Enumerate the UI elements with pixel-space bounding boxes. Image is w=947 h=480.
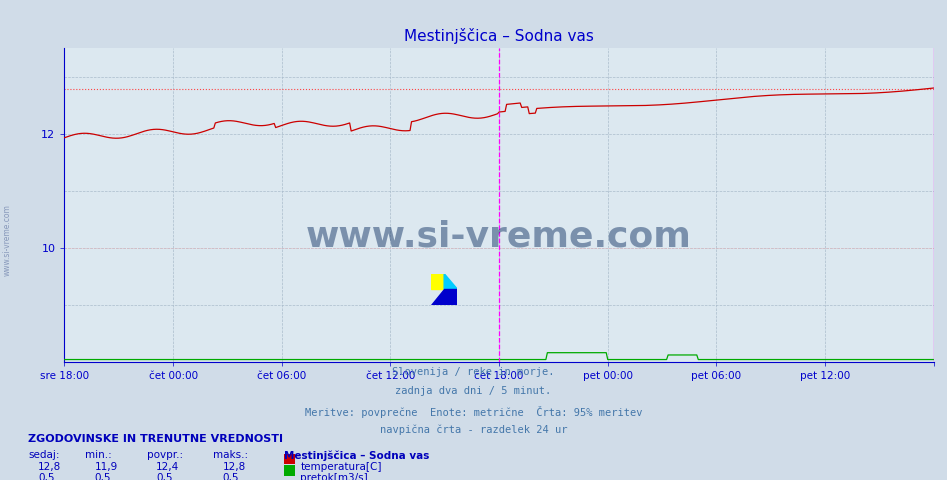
Polygon shape	[444, 274, 457, 289]
Text: pretok[m3/s]: pretok[m3/s]	[300, 473, 368, 480]
Text: Slovenija / reke in morje.: Slovenija / reke in morje.	[392, 367, 555, 377]
Text: www.si-vreme.com: www.si-vreme.com	[306, 220, 692, 253]
Text: zadnja dva dni / 5 minut.: zadnja dva dni / 5 minut.	[396, 386, 551, 396]
Text: 12,8: 12,8	[38, 462, 62, 472]
Bar	[431, 274, 444, 289]
Text: 0,5: 0,5	[38, 473, 54, 480]
Text: sedaj:: sedaj:	[28, 450, 60, 460]
Text: Meritve: povprečne  Enote: metrične  Črta: 95% meritev: Meritve: povprečne Enote: metrične Črta:…	[305, 406, 642, 418]
Title: Mestinjščica – Sodna vas: Mestinjščica – Sodna vas	[404, 28, 594, 44]
Text: 12,8: 12,8	[223, 462, 246, 472]
Text: 11,9: 11,9	[95, 462, 118, 472]
Text: min.:: min.:	[85, 450, 112, 460]
Text: ZGODOVINSKE IN TRENUTNE VREDNOSTI: ZGODOVINSKE IN TRENUTNE VREDNOSTI	[28, 434, 283, 444]
Text: 0,5: 0,5	[223, 473, 239, 480]
Text: www.si-vreme.com: www.si-vreme.com	[3, 204, 12, 276]
Text: temperatura[C]: temperatura[C]	[300, 462, 382, 472]
Text: Mestinjščica – Sodna vas: Mestinjščica – Sodna vas	[284, 450, 430, 461]
Text: povpr.:: povpr.:	[147, 450, 183, 460]
Polygon shape	[431, 289, 457, 305]
Text: maks.:: maks.:	[213, 450, 248, 460]
Text: 12,4: 12,4	[156, 462, 180, 472]
Text: 0,5: 0,5	[156, 473, 172, 480]
Text: navpična črta - razdelek 24 ur: navpična črta - razdelek 24 ur	[380, 425, 567, 435]
Text: 0,5: 0,5	[95, 473, 111, 480]
